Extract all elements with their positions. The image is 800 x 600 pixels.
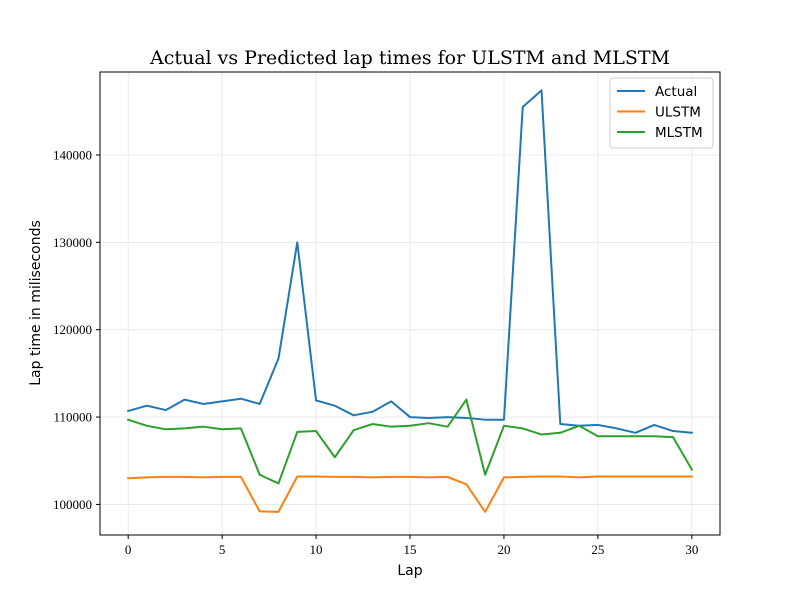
legend-label-actual: Actual — [655, 84, 697, 100]
legend-label-mlstm: MLSTM — [655, 125, 703, 141]
x-tick-label: 10 — [310, 542, 323, 557]
y-tick-label: 110000 — [53, 410, 92, 425]
x-tick-label: 0 — [125, 542, 132, 557]
x-tick-label: 5 — [219, 542, 226, 557]
x-tick-label: 20 — [497, 542, 510, 557]
y-axis-label: Lap time in miliseconds — [28, 220, 44, 386]
y-tick-label: 140000 — [53, 147, 92, 162]
legend-box — [609, 77, 714, 149]
y-tick-label: 100000 — [53, 497, 92, 512]
x-tick-label: 25 — [591, 542, 604, 557]
series-line-mlstm — [126, 398, 694, 485]
legend: Actual ULSTM MLSTM — [609, 77, 714, 149]
axes: 0 5 10 15 20 25 30 100000 110000 120000 130000 1400… — [53, 71, 721, 557]
x-axis-label: Lap — [397, 563, 422, 579]
y-tick-label: 120000 — [53, 322, 92, 337]
legend-label-ulstm: ULSTM — [655, 105, 701, 121]
series-lines — [126, 89, 694, 513]
series-line-ulstm — [127, 475, 693, 513]
grid — [100, 72, 720, 535]
y-tick-label: 130000 — [53, 235, 92, 250]
chart-title: Actual vs Predicted lap times for ULSTM … — [149, 47, 670, 69]
series-line-actual — [126, 89, 693, 434]
x-tick-label: 30 — [685, 542, 698, 557]
x-tick-label: 15 — [404, 542, 417, 557]
